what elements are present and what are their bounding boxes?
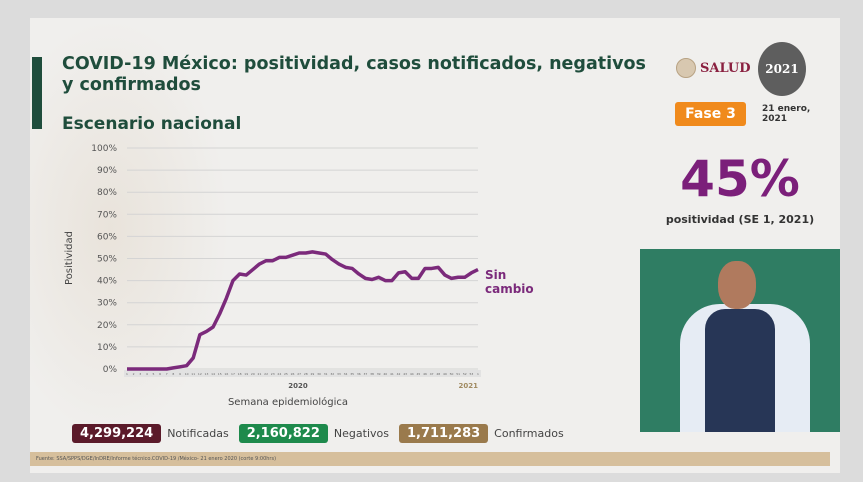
x-tick-label: 51 xyxy=(456,372,460,376)
x-tick-label: 4 xyxy=(146,372,148,376)
positivity-value: 45% xyxy=(680,150,800,208)
x-tick-label: 38 xyxy=(370,372,374,376)
x-tick-label: 14 xyxy=(211,372,215,376)
x-tick-label: 10 xyxy=(185,372,189,376)
annotation-cambio: cambio xyxy=(485,282,534,296)
x-tick-label: 34 xyxy=(344,372,348,376)
salud-text: SALUD xyxy=(700,60,751,76)
y-tick-label: 100% xyxy=(91,144,117,154)
x-tick-label: 41 xyxy=(390,372,394,376)
annotation-sin: Sin xyxy=(485,268,506,282)
notificadas-label: Notificadas xyxy=(167,427,229,440)
year-label-2020: 2020 xyxy=(288,382,308,390)
negativos-label: Negativos xyxy=(333,427,389,440)
negativos-value: 2,160,822 xyxy=(238,424,328,443)
x-tick-label: 37 xyxy=(364,372,368,376)
x-tick-label: 46 xyxy=(423,372,427,376)
x-tick-label: 13 xyxy=(205,372,209,376)
year-label-2021: 2021 xyxy=(459,382,479,390)
x-tick-label: 19 xyxy=(244,372,248,376)
x-tick-label: 1 xyxy=(477,372,479,376)
x-tick-label: 48 xyxy=(436,372,440,376)
positivity-caption: positividad (SE 1, 2021) xyxy=(665,213,815,226)
y-tick-label: 30% xyxy=(97,299,117,309)
stats-bar: 4,299,224 Notificadas 2,160,822 Negativos … xyxy=(72,424,574,443)
notificadas-value: 4,299,224 xyxy=(72,424,162,443)
x-axis-label: Semana epidemiológica xyxy=(228,396,348,408)
x-tick-label: 29 xyxy=(311,372,315,376)
x-tick-label: 35 xyxy=(350,372,354,376)
x-tick-label: 36 xyxy=(357,372,361,376)
x-tick-label: 6 xyxy=(159,372,161,376)
x-tick-label: 49 xyxy=(443,372,447,376)
x-tick-label: 18 xyxy=(238,372,242,376)
y-tick-label: 10% xyxy=(97,343,117,353)
page-subtitle: Escenario nacional xyxy=(62,114,242,134)
x-tick-label: 39 xyxy=(377,372,381,376)
x-tick-label: 3 xyxy=(139,372,141,376)
x-tick-label: 23 xyxy=(271,372,275,376)
x-tick-label: 20 xyxy=(251,372,255,376)
x-tick-label: 30 xyxy=(317,372,321,376)
x-tick-label: 1 xyxy=(126,372,128,376)
x-tick-label: 12 xyxy=(198,372,202,376)
x-tick-label: 21 xyxy=(258,372,262,376)
y-tick-label: 20% xyxy=(97,321,117,331)
date-label: 21 enero, 2021 xyxy=(762,104,811,124)
x-tick-label: 8 xyxy=(172,372,174,376)
x-tick-label: 17 xyxy=(231,372,235,376)
x-tick-label: 47 xyxy=(430,372,434,376)
phase-badge: Fase 3 xyxy=(675,102,746,126)
y-tick-label: 60% xyxy=(97,232,117,242)
y-tick-label: 40% xyxy=(97,277,117,287)
x-tick-label: 50 xyxy=(450,372,454,376)
x-axis-band xyxy=(124,370,481,377)
x-tick-label: 53 xyxy=(469,372,473,376)
slide xyxy=(30,18,840,473)
y-tick-label: 50% xyxy=(97,255,117,265)
x-tick-label: 2 xyxy=(133,372,135,376)
x-tick-label: 16 xyxy=(224,372,228,376)
positivity-line xyxy=(127,250,479,371)
confirmados-label: Confirmados xyxy=(494,427,564,440)
x-tick-label: 15 xyxy=(218,372,222,376)
x-tick-label: 45 xyxy=(416,372,420,376)
x-tick-label: 42 xyxy=(397,372,401,376)
x-tick-label: 26 xyxy=(291,372,295,376)
interpreter-vest xyxy=(705,309,775,432)
x-tick-label: 28 xyxy=(304,372,308,376)
x-tick-label: 5 xyxy=(153,372,155,376)
interpreter-head xyxy=(718,261,756,309)
sign-language-video xyxy=(640,249,840,432)
x-tick-label: 43 xyxy=(403,372,407,376)
x-tick-label: 44 xyxy=(410,372,414,376)
x-tick-label: 11 xyxy=(191,372,195,376)
y-tick-label: 90% xyxy=(97,166,117,176)
source-footer: Fuente: SSA/SPPS/DGE/InDRE/Informe técni… xyxy=(30,452,830,466)
y-tick-label: 80% xyxy=(97,188,117,198)
x-tick-label: 32 xyxy=(330,372,334,376)
x-tick-label: 25 xyxy=(284,372,288,376)
x-tick-label: 52 xyxy=(463,372,467,376)
x-tick-label: 22 xyxy=(264,372,268,376)
emblem-text: 2021 xyxy=(765,62,799,76)
y-tick-label: 70% xyxy=(97,210,117,220)
title-accent-bar xyxy=(32,57,42,129)
y-axis-label: Positividad xyxy=(64,231,75,285)
x-tick-label: 27 xyxy=(297,372,301,376)
x-tick-label: 31 xyxy=(324,372,328,376)
page-title: COVID-19 México: positividad, casos noti… xyxy=(62,54,646,95)
x-tick-label: 9 xyxy=(179,372,181,376)
x-tick-label: 33 xyxy=(337,372,341,376)
seal-icon xyxy=(676,58,696,78)
y-tick-label: 0% xyxy=(103,365,118,375)
x-tick-label: 24 xyxy=(277,372,281,376)
x-tick-label: 7 xyxy=(166,372,168,376)
salud-logo: SALUD xyxy=(676,58,751,78)
confirmados-value: 1,711,283 xyxy=(398,424,489,443)
emblem-2021-logo: 2021 xyxy=(758,42,806,96)
x-tick-label: 40 xyxy=(383,372,387,376)
